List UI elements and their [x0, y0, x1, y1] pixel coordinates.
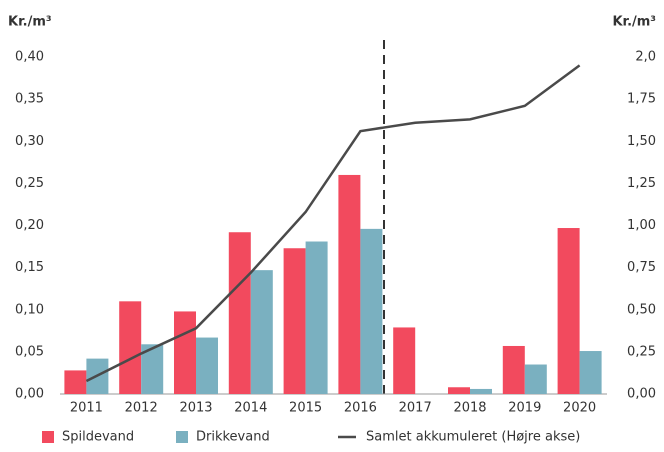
x-tick-label: 2012	[125, 401, 158, 416]
x-tick-label: 2017	[399, 401, 432, 416]
y-tick-label: 0,00	[15, 387, 44, 402]
bar	[283, 248, 306, 394]
y-tick-label: 0,30	[15, 134, 44, 149]
x-tick-label: 2020	[563, 401, 596, 416]
y-tick-label: 0,40	[15, 50, 44, 65]
bar	[524, 364, 547, 394]
y-tick-label: 0,10	[15, 302, 44, 317]
bar	[470, 388, 492, 394]
bar	[579, 351, 602, 394]
x-tick-label: 2011	[70, 401, 103, 416]
legend-label: Spildevand	[62, 430, 134, 445]
bar	[360, 228, 383, 394]
x-tick-label: 2018	[453, 401, 486, 416]
bar	[448, 387, 470, 394]
y2-tick-label: 0,25	[627, 344, 656, 359]
y-tick-label: 0,05	[15, 344, 44, 359]
y2-tick-label: 0,00	[627, 387, 656, 402]
y-tick-label: 0,15	[15, 260, 44, 275]
bar	[174, 311, 196, 394]
x-tick-label: 2016	[344, 401, 377, 416]
x-tick-label: 2014	[234, 401, 267, 416]
y-tick-label: 0,35	[15, 92, 44, 107]
bar	[557, 228, 580, 394]
y2-tick-label: 2,0	[635, 50, 656, 65]
x-tick-label: 2019	[508, 401, 541, 416]
x-tick-label: 2015	[289, 401, 322, 416]
bar	[141, 344, 164, 394]
legend-label: Samlet akkumuleret (Højre akse)	[366, 430, 580, 445]
bar	[338, 174, 361, 394]
bar	[305, 241, 328, 394]
y2-tick-label: 0,75	[627, 260, 656, 275]
y2-tick-label: 0,50	[627, 302, 656, 317]
bar	[228, 232, 251, 394]
y2-tick-label: 1,75	[627, 92, 656, 107]
y2-axis-title: Kr./m³	[612, 15, 656, 30]
bar	[393, 327, 416, 394]
y2-tick-label: 1,50	[627, 134, 656, 149]
bar	[502, 345, 525, 394]
legend-swatch	[42, 431, 54, 443]
bar	[64, 370, 87, 394]
y2-tick-label: 1,25	[627, 176, 656, 191]
bar	[119, 301, 142, 394]
bar	[196, 337, 218, 394]
y2-tick-label: 1,00	[627, 218, 656, 233]
y-tick-label: 0,20	[15, 218, 44, 233]
bar	[250, 270, 273, 394]
y-axis-title: Kr./m³	[8, 15, 52, 30]
legend-label: Drikkevand	[196, 430, 270, 445]
legend-swatch	[176, 431, 188, 443]
y-tick-label: 0,25	[15, 176, 44, 191]
x-tick-label: 2013	[179, 401, 212, 416]
line	[85, 64, 581, 383]
